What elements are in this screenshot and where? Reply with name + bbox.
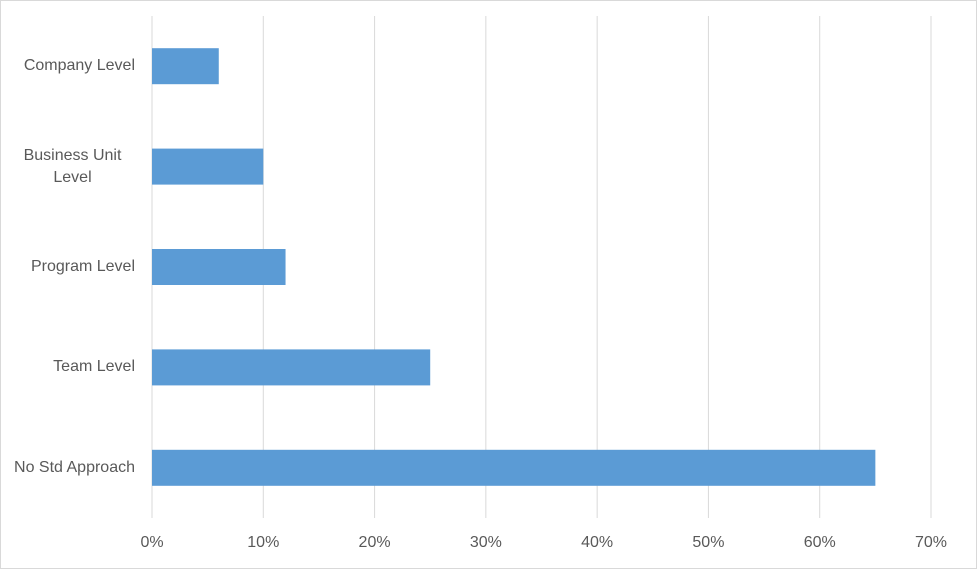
bar bbox=[152, 349, 431, 386]
x-tick-label: 60% bbox=[804, 534, 836, 551]
bar bbox=[152, 449, 876, 486]
x-tick-label: 70% bbox=[915, 534, 947, 551]
x-tick-label: 0% bbox=[140, 534, 163, 551]
x-tick-label: 20% bbox=[359, 534, 391, 551]
x-tick-label: 30% bbox=[470, 534, 502, 551]
bar bbox=[152, 148, 264, 185]
y-tick-label: Program Level bbox=[30, 258, 135, 275]
y-tick-label: Team Level bbox=[53, 358, 135, 376]
x-tick-label: 40% bbox=[581, 534, 613, 551]
x-tick-label: 10% bbox=[247, 534, 279, 551]
bar bbox=[152, 249, 286, 285]
bar bbox=[152, 48, 219, 85]
y-tick-label: Company Level bbox=[23, 57, 135, 75]
y-tick-label: Business Unit Level bbox=[23, 146, 122, 186]
y-tick-label: No Std Approach bbox=[14, 458, 135, 476]
x-tick-label: 50% bbox=[692, 534, 724, 551]
